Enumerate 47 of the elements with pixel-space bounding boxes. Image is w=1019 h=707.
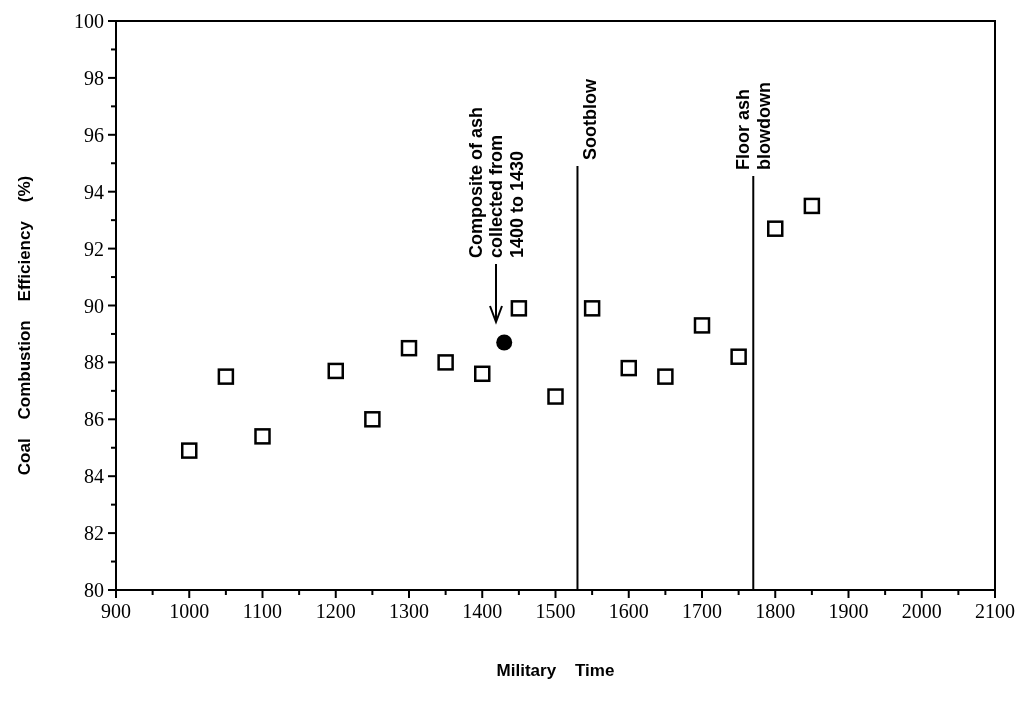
point [254,428,271,445]
point [327,362,344,380]
x-axis-title: Military Time [496,661,615,680]
y-tick-label: 86 [84,408,104,431]
ref-line-label: Sootblow [579,78,600,160]
y-tick-label: 88 [84,351,104,374]
y-tick-label: 100 [74,10,104,32]
x-tick-label: 1700 [682,600,722,622]
point [620,359,637,377]
x-tick-label: 1400 [462,600,503,622]
x-tick-label: 2000 [901,600,942,622]
y-tick-label: 96 [84,123,104,146]
point [181,442,198,459]
x-tick-label: 2100 [975,600,1015,622]
x-tick-label: 1900 [828,600,869,622]
x-tick-label: 1300 [389,600,429,622]
x-tick-label: 1800 [755,600,796,622]
x-tick-label: 1100 [242,600,283,622]
x-tick-label: 1600 [608,600,649,622]
y-tick-label: 94 [84,180,104,203]
point [693,317,711,334]
x-tick-label: 1200 [315,600,356,622]
y-tick-label: 92 [84,237,104,260]
x-tick-label: 1000 [169,600,210,622]
point [217,368,235,385]
y-axis-title: Coal Combustion Efficiency (%) [15,175,34,476]
point [657,368,674,385]
y-tick-label: 98 [84,66,104,89]
y-tick-label: 90 [84,294,104,317]
point [730,348,747,365]
annotation: Composite of ash collected from 1400 to 1430 [465,106,527,258]
ref-line-label: Floor ash blowdown [733,82,774,170]
point [547,388,564,405]
point [437,354,454,371]
x-tick-label: 1500 [535,600,576,622]
point [510,300,528,317]
x-tick-label: 900 [101,600,131,622]
point [474,365,491,383]
point [364,411,381,428]
point [400,339,418,357]
point [803,197,821,215]
y-tick-label: 84 [84,465,104,488]
y-tick-label: 82 [84,522,104,545]
point [767,220,784,237]
y-tick-label: 80 [84,579,104,601]
point [583,300,601,317]
point [496,334,513,351]
